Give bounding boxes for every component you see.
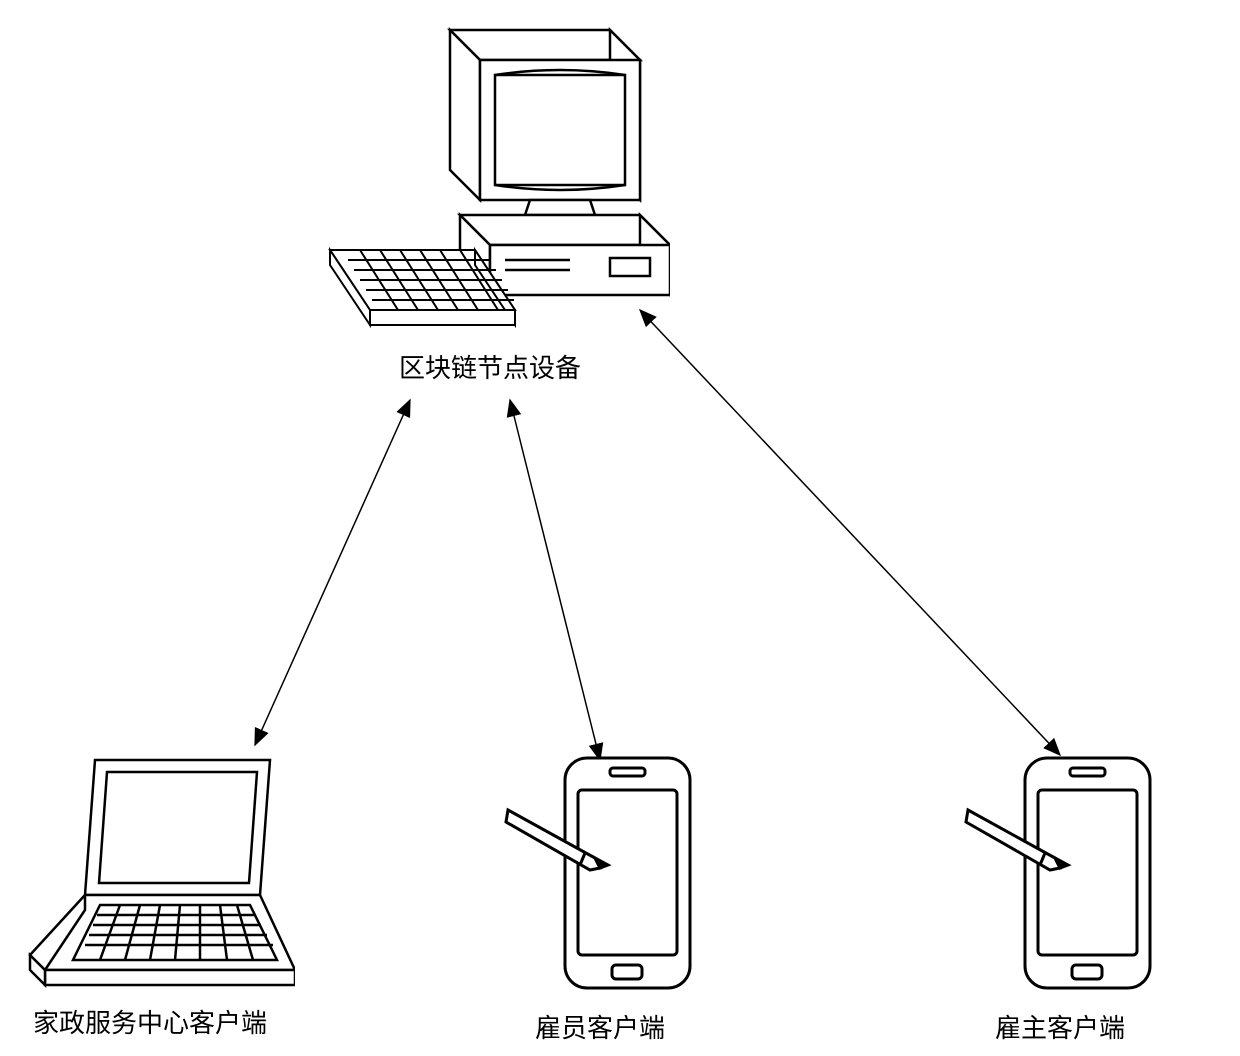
phone-employer-label: 雇主客户端 <box>995 1008 1125 1045</box>
node-phone-employee: 雇员客户端 <box>500 750 700 1045</box>
node-phone-employer: 雇主客户端 <box>960 750 1160 1045</box>
node-laptop: 家政服务中心客户端 <box>5 750 295 1040</box>
phone-employee-label: 雇员客户端 <box>535 1008 665 1045</box>
laptop-icon <box>5 750 295 995</box>
server-label: 区块链节点设备 <box>399 348 581 385</box>
edge-server-phone1 <box>510 400 600 760</box>
desktop-computer-icon <box>310 10 670 340</box>
phone-stylus-icon <box>960 750 1160 1000</box>
node-server: 区块链节点设备 <box>310 10 670 385</box>
phone-stylus-icon <box>500 750 700 1000</box>
laptop-label: 家政服务中心客户端 <box>33 1003 267 1040</box>
edge-server-phone2 <box>640 310 1060 755</box>
edge-server-laptop <box>255 400 410 745</box>
